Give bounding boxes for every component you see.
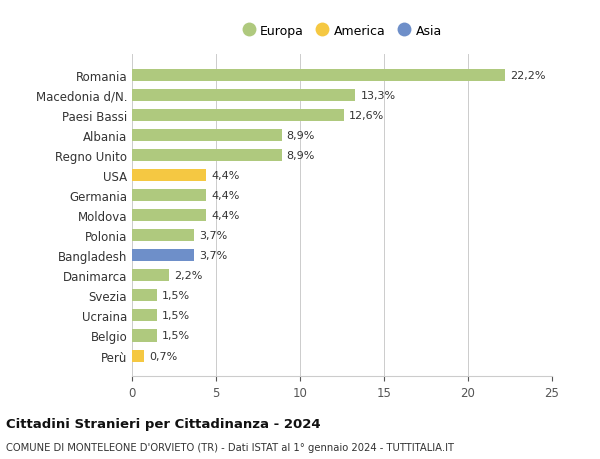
Text: 8,9%: 8,9% xyxy=(287,151,315,161)
Text: COMUNE DI MONTELEONE D'ORVIETO (TR) - Dati ISTAT al 1° gennaio 2024 - TUTTITALIA: COMUNE DI MONTELEONE D'ORVIETO (TR) - Da… xyxy=(6,442,454,452)
Bar xyxy=(132,330,157,342)
Bar xyxy=(132,190,206,202)
Legend: Europa, America, Asia: Europa, America, Asia xyxy=(238,20,446,43)
Text: 1,5%: 1,5% xyxy=(162,311,190,321)
Text: 13,3%: 13,3% xyxy=(361,91,395,101)
Text: 12,6%: 12,6% xyxy=(349,111,384,121)
Text: 4,4%: 4,4% xyxy=(211,191,239,201)
Text: 3,7%: 3,7% xyxy=(199,231,227,241)
Bar xyxy=(132,150,281,162)
Text: 8,9%: 8,9% xyxy=(287,131,315,141)
Bar xyxy=(132,270,169,282)
Text: 1,5%: 1,5% xyxy=(162,291,190,301)
Bar xyxy=(132,210,206,222)
Text: 3,7%: 3,7% xyxy=(199,251,227,261)
Bar xyxy=(132,250,194,262)
Text: 2,2%: 2,2% xyxy=(174,271,202,281)
Bar xyxy=(132,350,144,362)
Bar xyxy=(132,130,281,142)
Bar xyxy=(132,310,157,322)
Text: 0,7%: 0,7% xyxy=(149,351,177,361)
Text: 22,2%: 22,2% xyxy=(510,71,545,81)
Text: 1,5%: 1,5% xyxy=(162,331,190,341)
Bar xyxy=(132,290,157,302)
Bar xyxy=(132,110,344,122)
Text: 4,4%: 4,4% xyxy=(211,211,239,221)
Text: 4,4%: 4,4% xyxy=(211,171,239,181)
Bar xyxy=(132,230,194,242)
Bar xyxy=(132,170,206,182)
Bar xyxy=(132,90,355,102)
Bar xyxy=(132,70,505,82)
Text: Cittadini Stranieri per Cittadinanza - 2024: Cittadini Stranieri per Cittadinanza - 2… xyxy=(6,417,320,430)
